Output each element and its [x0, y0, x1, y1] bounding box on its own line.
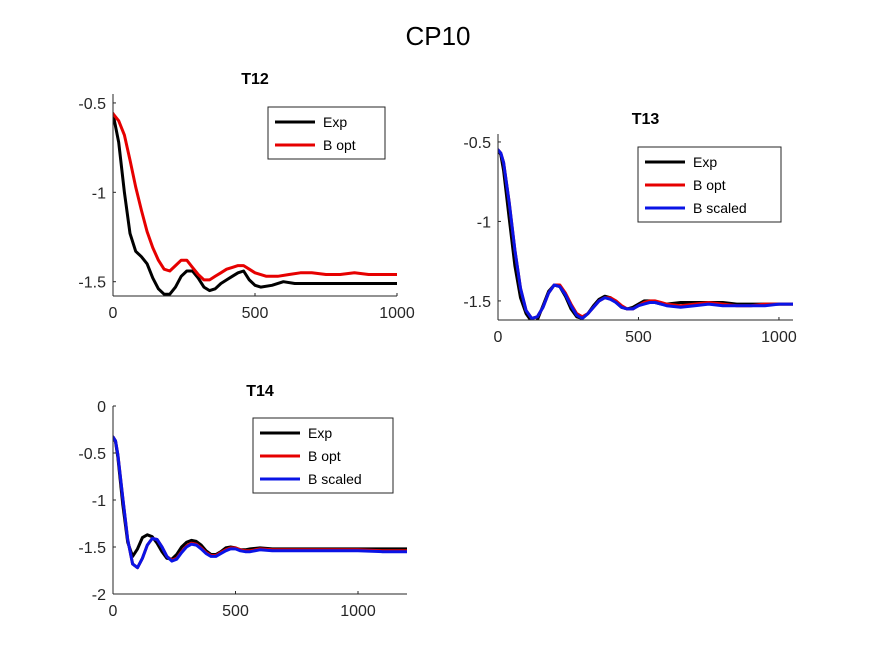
subplot-title: T13 — [632, 111, 660, 128]
y-tick-label: -1 — [477, 214, 491, 231]
x-tick-label: 500 — [242, 305, 269, 322]
legend-box — [267, 106, 386, 160]
legend: Exp B opt — [267, 106, 386, 160]
legend-entry: B opt — [693, 177, 726, 193]
y-tick-label: -1 — [92, 185, 106, 202]
y-tick-label: -0.5 — [78, 446, 106, 463]
legend-entry: B scaled — [693, 200, 747, 216]
x-tick-label: 500 — [625, 329, 652, 346]
plot-area — [498, 148, 793, 320]
x-tick-label: 0 — [494, 329, 503, 346]
y-tick-label: -2 — [92, 587, 106, 604]
legend-entry: B opt — [323, 137, 356, 153]
legend-entry: B scaled — [308, 471, 362, 487]
subplot-panels: T12 0 500 1000 -1.5 -1 -0.5 Exp B opt T13 0 500 1000… — [78, 71, 796, 620]
subplot-title: T14 — [246, 383, 274, 400]
subplot-title: T12 — [241, 71, 269, 88]
plot-area — [113, 435, 407, 570]
x-tick-label: 1000 — [379, 305, 415, 322]
x-tick-label: 0 — [109, 305, 118, 322]
subplot-t12: T12 0 500 1000 -1.5 -1 -0.5 Exp B opt — [78, 71, 414, 322]
y-tick-label: -1 — [92, 493, 106, 510]
x-tick-label: 0 — [109, 603, 118, 620]
y-tick-label: -1.5 — [78, 275, 106, 292]
y-tick-label: -1.5 — [78, 540, 106, 557]
y-tick-label: -0.5 — [78, 96, 106, 113]
y-tick-label: -1.5 — [463, 294, 491, 311]
legend: Exp B opt B scaled — [637, 146, 782, 223]
series-line-b-scaled — [113, 435, 407, 570]
series-line-b-scaled — [498, 148, 793, 320]
x-tick-label: 500 — [222, 603, 249, 620]
x-tick-label: 1000 — [340, 603, 376, 620]
legend-entry: Exp — [308, 425, 332, 441]
y-tick-label: -0.5 — [463, 135, 491, 152]
legend-entry: Exp — [323, 114, 347, 130]
plot-area — [113, 112, 397, 296]
figure-title: CP10 — [405, 21, 470, 51]
subplot-t14: T14 0 500 1000 -2 -1.5 -1 -0.5 0 Exp B opt B scaled — [78, 383, 407, 620]
series-line-b-opt — [113, 112, 397, 282]
legend-entry: B opt — [308, 448, 341, 464]
x-tick-label: 1000 — [761, 329, 797, 346]
series-line-exp — [113, 112, 397, 296]
y-tick-label: 0 — [97, 399, 106, 416]
subplot-t13: T13 0 500 1000 -1.5 -1 -0.5 Exp B opt B scaled — [463, 111, 796, 346]
legend: Exp B opt B scaled — [252, 417, 394, 494]
legend-entry: Exp — [693, 154, 717, 170]
